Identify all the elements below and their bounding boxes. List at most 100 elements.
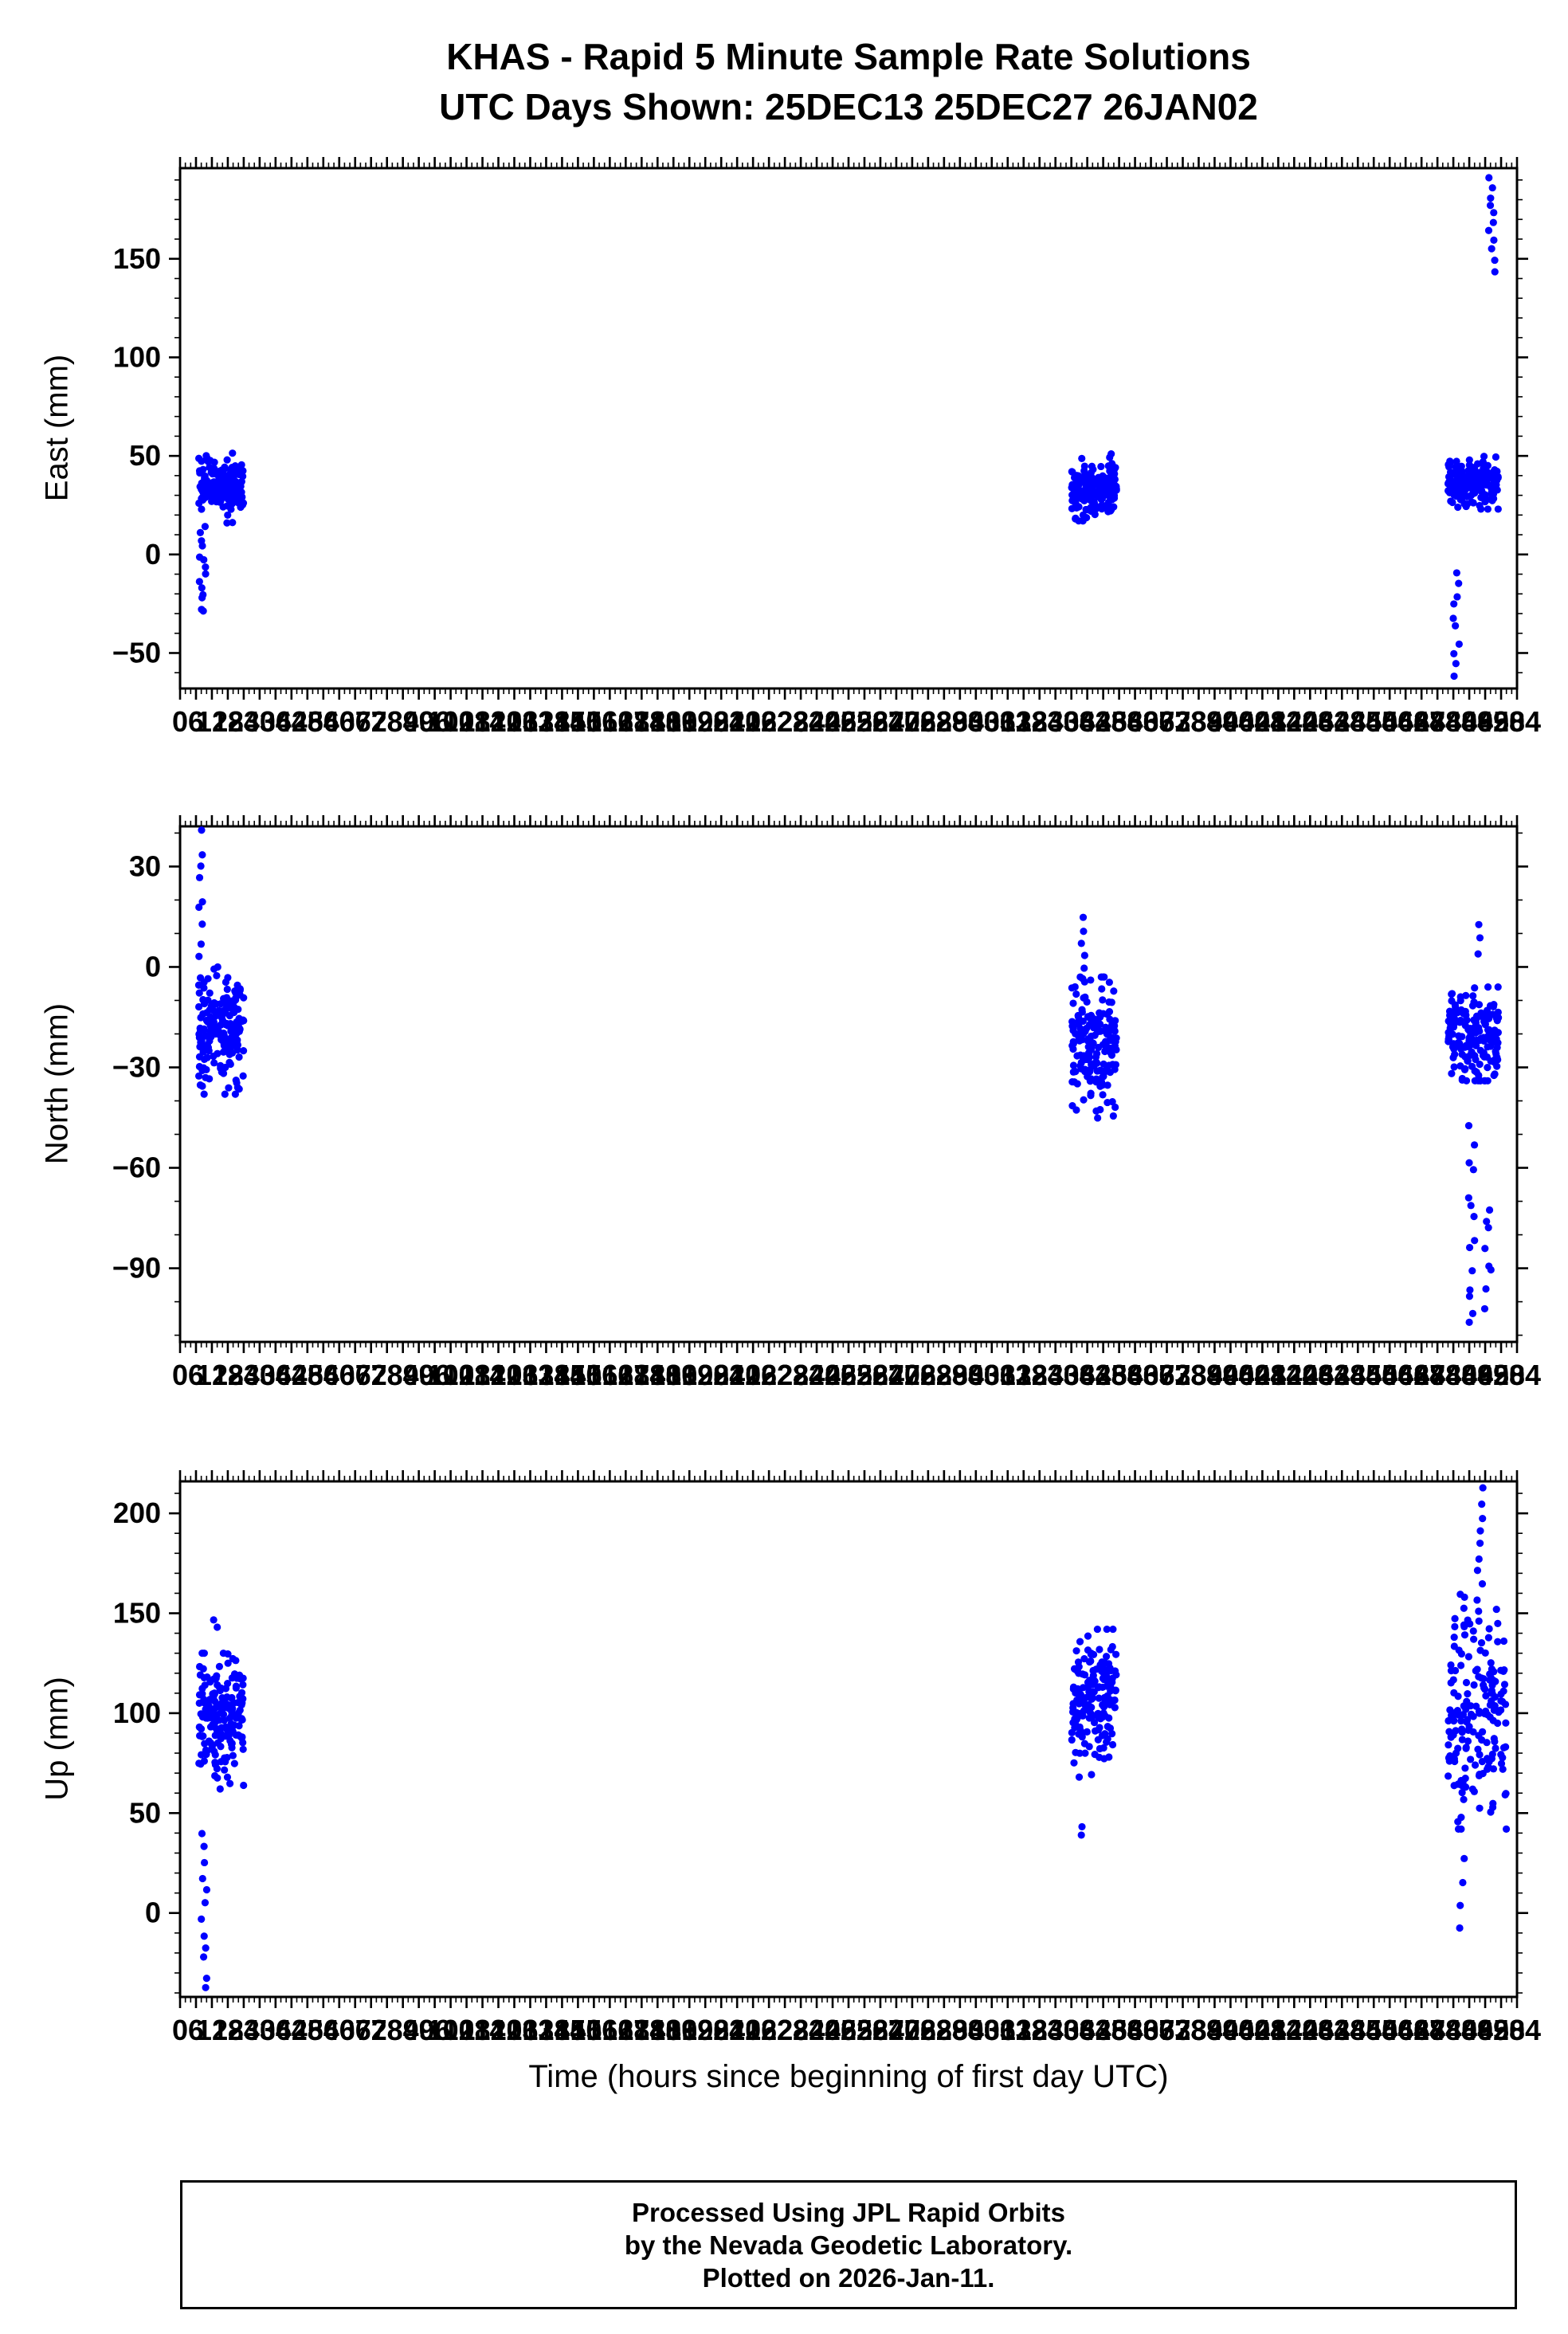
svg-text:−50: −50: [112, 636, 161, 669]
svg-text:162: 162: [586, 1359, 633, 1391]
svg-text:36: 36: [260, 705, 292, 738]
svg-text:138: 138: [522, 1359, 570, 1391]
svg-text:318: 318: [1000, 705, 1048, 738]
svg-text:126: 126: [490, 1359, 538, 1391]
svg-text:78: 78: [371, 705, 403, 738]
svg-text:300: 300: [952, 705, 1000, 738]
svg-text:288: 288: [920, 705, 968, 738]
svg-text:90: 90: [403, 705, 435, 738]
svg-text:216: 216: [729, 1359, 777, 1391]
svg-text:144: 144: [538, 705, 586, 738]
svg-text:384: 384: [1174, 1359, 1222, 1391]
svg-text:252: 252: [825, 705, 872, 738]
svg-text:192: 192: [665, 1359, 713, 1391]
svg-text:354: 354: [1096, 705, 1143, 738]
svg-text:330: 330: [1032, 1359, 1080, 1391]
svg-text:162: 162: [586, 705, 633, 738]
svg-text:42: 42: [276, 705, 308, 738]
svg-text:84: 84: [387, 1359, 419, 1391]
svg-text:468: 468: [1397, 705, 1445, 738]
time-axis-label: Time (hours since beginning of first day…: [528, 2059, 1169, 2094]
svg-text:198: 198: [681, 1359, 729, 1391]
svg-text:132: 132: [506, 705, 554, 738]
svg-text:456: 456: [1366, 705, 1413, 738]
svg-text:18: 18: [212, 1359, 244, 1391]
svg-text:12: 12: [196, 1359, 228, 1391]
svg-text:378: 378: [1158, 705, 1206, 738]
svg-text:36: 36: [260, 1359, 292, 1391]
svg-text:474: 474: [1413, 705, 1461, 738]
svg-text:6: 6: [188, 1359, 204, 1391]
svg-text:456: 456: [1366, 1359, 1413, 1391]
svg-text:−30: −30: [112, 1050, 161, 1083]
svg-text:402: 402: [1222, 705, 1270, 738]
svg-text:50: 50: [129, 1796, 161, 1829]
svg-text:246: 246: [809, 1359, 857, 1391]
svg-text:246: 246: [809, 705, 857, 738]
svg-text:366: 366: [1127, 705, 1175, 738]
svg-text:420: 420: [1270, 1359, 1318, 1391]
svg-text:462: 462: [1382, 705, 1429, 738]
svg-text:180: 180: [633, 705, 681, 738]
svg-text:504: 504: [1493, 705, 1541, 738]
svg-text:0: 0: [172, 1359, 188, 1391]
svg-text:444: 444: [1334, 705, 1382, 738]
svg-text:168: 168: [602, 1359, 649, 1391]
svg-text:282: 282: [904, 705, 952, 738]
svg-text:48: 48: [292, 1359, 323, 1391]
svg-text:114: 114: [460, 1359, 506, 1391]
svg-text:60: 60: [323, 705, 355, 738]
svg-text:432: 432: [1302, 705, 1350, 738]
svg-text:54: 54: [308, 705, 339, 738]
svg-text:504: 504: [1493, 1359, 1541, 1391]
svg-text:72: 72: [355, 705, 387, 738]
svg-text:48: 48: [292, 705, 323, 738]
svg-text:174: 174: [617, 705, 665, 738]
svg-text:102: 102: [427, 705, 475, 738]
svg-text:462: 462: [1382, 1359, 1429, 1391]
svg-text:330: 330: [1032, 705, 1080, 738]
svg-text:276: 276: [888, 705, 936, 738]
svg-text:200: 200: [113, 1497, 161, 1529]
svg-text:348: 348: [1080, 705, 1127, 738]
svg-text:30: 30: [129, 849, 161, 882]
svg-text:60: 60: [323, 1359, 355, 1391]
svg-text:126: 126: [490, 705, 538, 738]
svg-text:186: 186: [649, 705, 697, 738]
svg-text:84: 84: [387, 705, 419, 738]
svg-text:90: 90: [403, 1359, 435, 1391]
svg-text:96: 96: [419, 705, 451, 738]
svg-text:120: 120: [474, 1359, 522, 1391]
svg-text:354: 354: [1096, 1359, 1143, 1391]
svg-text:258: 258: [841, 705, 888, 738]
svg-text:414: 414: [1254, 705, 1302, 738]
footer-line1: Processed Using JPL Rapid Orbits: [631, 2197, 1066, 2227]
svg-text:408: 408: [1238, 1359, 1286, 1391]
svg-text:480: 480: [1429, 705, 1477, 738]
svg-text:222: 222: [745, 705, 793, 738]
svg-text:24: 24: [228, 705, 260, 738]
svg-text:210: 210: [713, 705, 761, 738]
svg-text:402: 402: [1222, 1359, 1270, 1391]
svg-text:474: 474: [1413, 1359, 1461, 1391]
svg-text:240: 240: [793, 705, 841, 738]
svg-text:−90: −90: [112, 1252, 161, 1285]
svg-text:150: 150: [554, 1359, 602, 1391]
svg-text:198: 198: [681, 705, 729, 738]
svg-text:228: 228: [761, 705, 809, 738]
svg-text:312: 312: [984, 1359, 1032, 1391]
svg-text:270: 270: [872, 705, 920, 738]
svg-text:342: 342: [1064, 705, 1111, 738]
footer-line2: by the Nevada Geodetic Laboratory.: [624, 2230, 1073, 2260]
svg-text:108: 108: [443, 1359, 491, 1391]
svg-text:360: 360: [1111, 705, 1159, 738]
svg-text:282: 282: [904, 1359, 952, 1391]
svg-text:66: 66: [339, 1359, 371, 1391]
svg-text:294: 294: [936, 1359, 984, 1391]
svg-text:372: 372: [1143, 1359, 1190, 1391]
svg-text:120: 120: [474, 705, 522, 738]
svg-text:0: 0: [145, 538, 161, 571]
svg-text:336: 336: [1048, 705, 1096, 738]
svg-text:504: 504: [1493, 2014, 1541, 2046]
